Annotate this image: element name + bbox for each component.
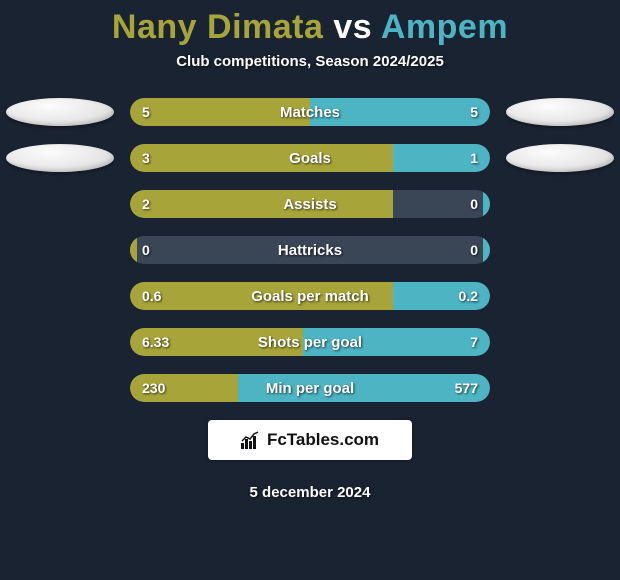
title-player2: Ampem [381, 8, 508, 46]
player1-badge [6, 144, 114, 172]
stat-bar: Shots per goal6.33 7 [130, 328, 490, 356]
stat-value-right: 7 [470, 328, 478, 356]
stat-row: Min per goal230 577 [0, 374, 620, 402]
stat-bar: Goals per match0.6 0.2 [130, 282, 490, 310]
stat-bar: Matches5 5 [130, 98, 490, 126]
stat-row: Shots per goal6.33 7 [0, 328, 620, 356]
stats-container: Matches55Goals31Assists20Hattricks00Goal… [0, 98, 620, 402]
stat-value-left: 5 [142, 98, 150, 126]
title-player1: Nany Dimata [112, 8, 323, 46]
stat-bar: Assists2 0 [130, 190, 490, 218]
stat-label: Assists [130, 190, 490, 218]
brand-text: FcTables.com [267, 430, 379, 450]
brand-badge[interactable]: FcTables.com [208, 420, 412, 460]
stat-value-left: 230 [142, 374, 165, 402]
stat-label: Hattricks [130, 236, 490, 264]
stat-value-left: 0 [142, 236, 150, 264]
stat-row: Assists2 0 [0, 190, 620, 218]
page-title: Nany Dimata vs Ampem [0, 0, 620, 47]
stat-bar: Min per goal230 577 [130, 374, 490, 402]
stat-value-right: 1 [470, 144, 478, 172]
stat-value-left: 0.6 [142, 282, 161, 310]
stat-value-left: 6.33 [142, 328, 169, 356]
subtitle: Club competitions, Season 2024/2025 [0, 53, 620, 70]
title-vs: vs [333, 8, 372, 46]
stat-label: Shots per goal [130, 328, 490, 356]
stat-row: Goals per match0.6 0.2 [0, 282, 620, 310]
stat-value-right: 5 [470, 98, 478, 126]
stat-bar: Hattricks0 0 [130, 236, 490, 264]
stat-bar: Goals3 1 [130, 144, 490, 172]
chart-icon [241, 431, 261, 449]
stat-row: Hattricks0 0 [0, 236, 620, 264]
stat-label: Min per goal [130, 374, 490, 402]
player2-badge [506, 144, 614, 172]
date-text: 5 december 2024 [0, 484, 620, 501]
stat-value-left: 3 [142, 144, 150, 172]
stat-label: Matches [130, 98, 490, 126]
stat-value-right: 0.2 [459, 282, 478, 310]
stat-row: Matches5 5 [0, 98, 620, 126]
stat-value-right: 0 [470, 190, 478, 218]
stat-value-right: 0 [470, 236, 478, 264]
stat-value-right: 577 [455, 374, 478, 402]
stat-row: Goals3 1 [0, 144, 620, 172]
stat-label: Goals per match [130, 282, 490, 310]
stat-value-left: 2 [142, 190, 150, 218]
stat-label: Goals [130, 144, 490, 172]
player1-badge [6, 98, 114, 126]
player2-badge [506, 98, 614, 126]
